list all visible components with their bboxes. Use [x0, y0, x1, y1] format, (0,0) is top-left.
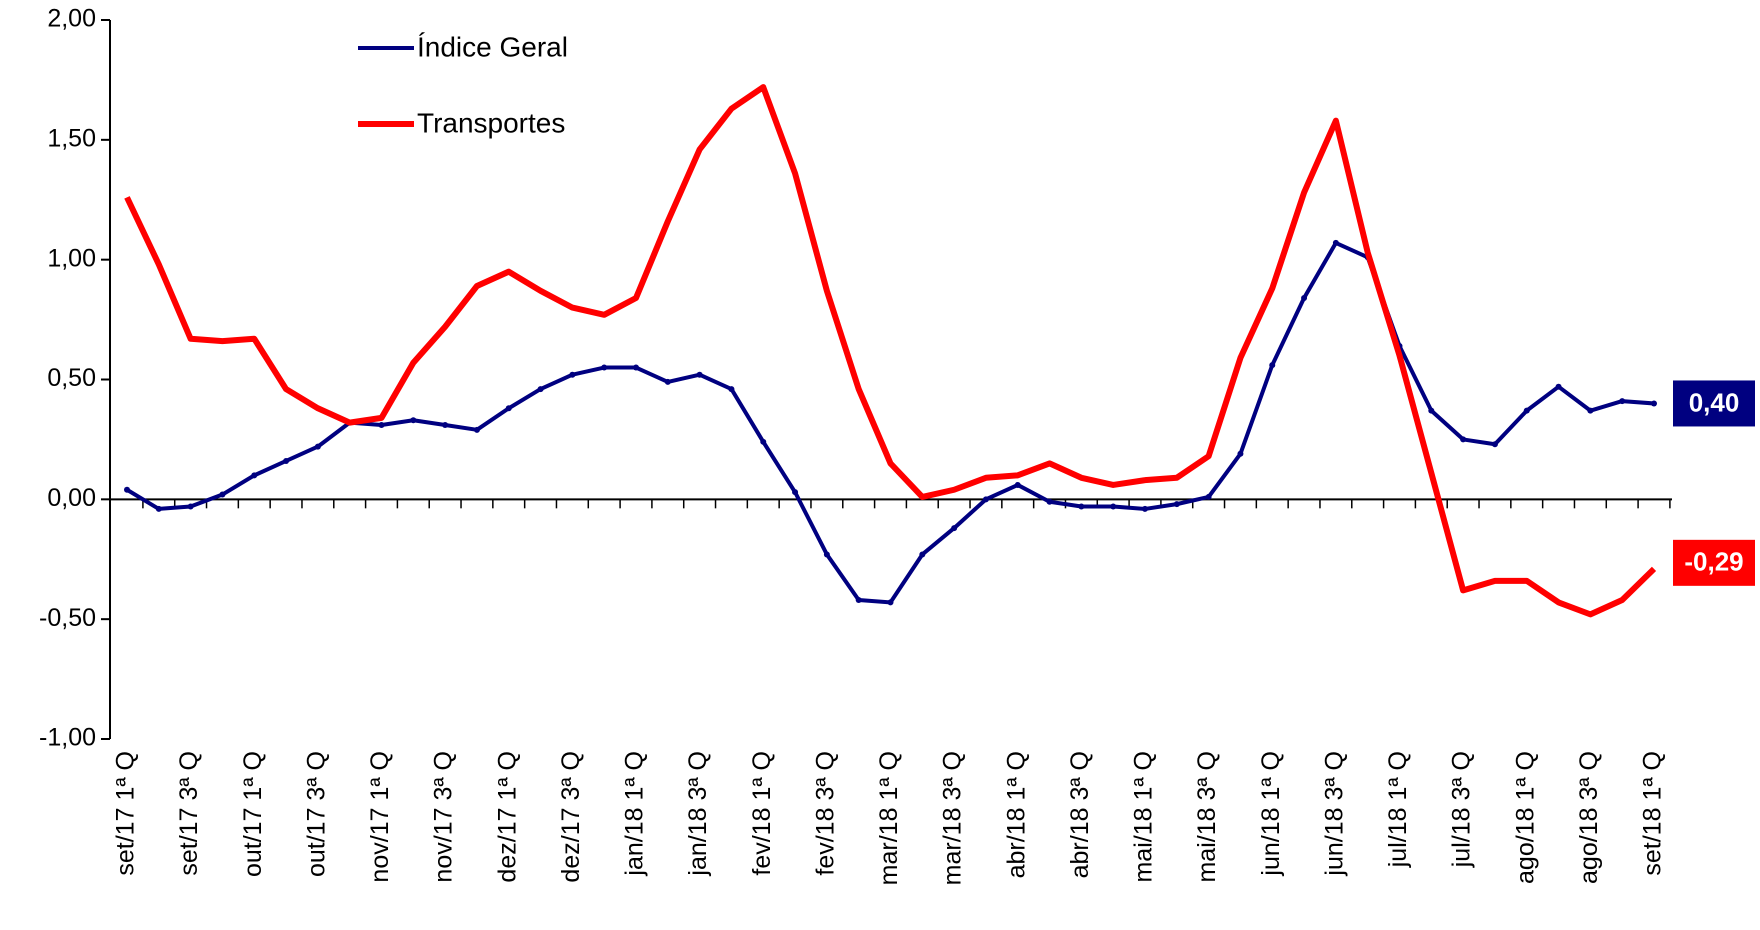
point-marker [1428, 407, 1435, 414]
point-marker [124, 486, 130, 493]
point-marker [314, 443, 321, 450]
point-marker [951, 525, 958, 532]
x-tick-label: jun/18 1ª Q [1257, 751, 1285, 877]
x-tick-label: jul/18 3ª Q [1448, 751, 1476, 868]
point-marker [823, 551, 830, 558]
x-tick-label: mar/18 1ª Q [875, 751, 903, 885]
point-marker [1460, 436, 1467, 443]
y-tick-label: -0,50 [39, 604, 96, 632]
point-marker [1523, 407, 1530, 414]
x-tick-label: nov/17 3ª Q [430, 751, 458, 883]
point-marker [601, 364, 608, 371]
x-tick-label: mar/18 3ª Q [939, 751, 967, 885]
x-tick-label: set/17 1ª Q [112, 751, 140, 876]
point-marker [155, 505, 162, 512]
point-marker [1587, 407, 1594, 414]
point-marker [473, 426, 480, 433]
y-tick-label: 1,00 [47, 244, 96, 272]
point-marker [505, 405, 512, 412]
legend-label: Índice Geral [417, 31, 568, 62]
point-marker [1301, 295, 1308, 302]
x-tick-label: out/17 1ª Q [239, 751, 267, 877]
point-marker [633, 364, 639, 371]
x-tick-label: set/18 1ª Q [1639, 751, 1667, 876]
point-marker [1237, 450, 1244, 457]
x-tick-label: nov/17 1ª Q [366, 751, 394, 883]
point-marker [1173, 501, 1180, 508]
point-marker [1110, 503, 1117, 510]
point-marker [1142, 505, 1148, 512]
x-tick-label: jan/18 1ª Q [621, 751, 649, 877]
y-tick-label: 0,00 [47, 484, 96, 512]
point-marker [792, 489, 799, 496]
point-marker [187, 503, 194, 510]
point-marker [728, 386, 735, 393]
point-marker [1651, 400, 1657, 407]
point-marker [442, 422, 449, 429]
value-label-box [1673, 539, 1755, 586]
point-marker [410, 417, 417, 424]
point-marker [664, 378, 671, 385]
y-tick-label: -1,00 [39, 724, 96, 752]
point-marker [1332, 239, 1339, 246]
x-tick-label: mai/18 1ª Q [1130, 751, 1158, 883]
y-tick-label: 2,00 [47, 5, 96, 33]
x-tick-label: set/17 3ª Q [175, 751, 203, 876]
point-marker [569, 371, 576, 378]
x-tick-label: abr/18 3ª Q [1066, 751, 1094, 878]
point-marker [1014, 481, 1021, 488]
point-marker [1046, 498, 1053, 505]
y-tick-label: 1,50 [47, 124, 96, 152]
point-marker [1205, 493, 1212, 500]
point-marker [760, 438, 767, 445]
point-marker [855, 596, 862, 603]
y-tick-label: 0,50 [47, 364, 96, 392]
x-tick-label: out/17 3ª Q [302, 751, 330, 877]
point-marker [1269, 362, 1276, 369]
point-marker [1491, 441, 1498, 448]
point-marker [251, 472, 258, 479]
x-tick-label: dez/17 1ª Q [493, 751, 521, 883]
x-tick-label: fev/18 1ª Q [748, 751, 776, 876]
x-tick-label: jan/18 3ª Q [684, 751, 712, 877]
x-tick-label: fev/18 3ª Q [811, 751, 839, 876]
point-marker [283, 457, 290, 464]
point-marker [982, 496, 989, 503]
point-marker [537, 386, 544, 393]
x-tick-label: ago/18 1ª Q [1511, 751, 1539, 884]
point-marker [1619, 398, 1626, 405]
point-marker [378, 422, 385, 429]
x-tick-label: abr/18 1ª Q [1002, 751, 1030, 878]
value-label: 0,40 [1689, 387, 1740, 417]
legend-label: Transportes [417, 107, 565, 138]
series-line [124, 84, 1657, 618]
point-marker [919, 551, 926, 558]
x-tick-label: jul/18 1ª Q [1384, 751, 1412, 868]
x-tick-label: mai/18 3ª Q [1193, 751, 1221, 883]
x-tick-label: jun/18 3ª Q [1320, 751, 1348, 877]
point-marker [1555, 383, 1562, 390]
point-marker [887, 599, 894, 606]
x-tick-label: ago/18 3ª Q [1575, 751, 1603, 884]
value-label: -0,29 [1684, 547, 1743, 577]
point-marker [219, 491, 226, 498]
point-marker [1078, 503, 1085, 510]
point-marker [696, 371, 703, 378]
x-tick-label: dez/17 3ª Q [557, 751, 585, 883]
value-label-box [1673, 380, 1755, 427]
